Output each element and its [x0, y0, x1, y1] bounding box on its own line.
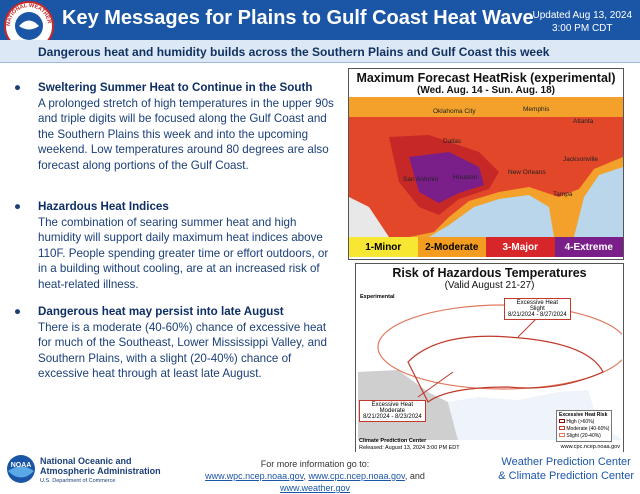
map-title: Maximum Forecast HeatRisk (experimental)	[356, 71, 616, 85]
legend-item: High (>60%)	[559, 419, 609, 426]
city-label: Dallas	[443, 138, 462, 145]
credit-center: Climate Prediction Center	[359, 438, 427, 444]
callout-title: Excessive Heat	[371, 402, 414, 408]
separator: , and	[404, 471, 425, 481]
city-labels: Oklahoma City Memphis Atlanta Dallas San Ant…	[348, 96, 624, 236]
credit-released: Released: August 13, 2024 3:00 PM EDT	[359, 444, 460, 451]
bullet-body: A prolonged stretch of high temperatures…	[38, 96, 334, 172]
city-label: Memphis	[523, 106, 550, 113]
callout: Excessive Heat Slight 8/21/2024 - 8/27/202…	[504, 298, 571, 320]
map-subtitle: (Wed. Aug. 14 - Sun. Aug. 18)	[417, 85, 555, 96]
bullet-body: The combination of searing summer heat a…	[38, 215, 329, 291]
bullet-dot: ●	[14, 200, 22, 213]
callout-title: Excessive Heat	[516, 300, 559, 306]
logo-text: NOAA	[11, 462, 32, 469]
updated-date: Updated Aug 13, 2024	[532, 10, 632, 21]
city-label: Tampa	[553, 191, 573, 198]
org-line: National Oceanic and	[40, 456, 132, 466]
dept: U.S. Department of Commerce	[40, 478, 116, 484]
cpc-legend: Excessive Heat Risk High (>60%) Moderate…	[556, 410, 613, 442]
more-info: For more information go to: www.wpc.ncep…	[180, 458, 450, 494]
center-line: & Climate Prediction Center	[498, 470, 634, 482]
header: NATIONAL WEATHER SERVICE Key Messages fo…	[0, 0, 640, 51]
more-label: For more information go to:	[260, 459, 370, 469]
title: Key Messages for Plains to Gulf Coast He…	[62, 7, 534, 29]
legend-item: Moderate (40-60%)	[559, 426, 609, 433]
callout-dates: 8/21/2024 - 8/23/2024	[363, 414, 422, 420]
noaa-name: National Oceanic and Atmospheric Administ…	[40, 456, 161, 486]
map-title: Risk of Hazardous Temperatures	[392, 266, 587, 280]
callout-dates: 8/21/2024 - 8/27/2024	[508, 312, 567, 318]
cpc-map: Risk of Hazardous Temperatures (Valid Au…	[355, 263, 624, 453]
bullet: ● Dangerous heat may persist into late Au…	[14, 304, 339, 382]
center-line: Weather Prediction Center	[501, 456, 631, 468]
map-subtitle: (Valid August 21-27)	[444, 280, 535, 291]
bullet: ● Sweltering Summer Heat to Continue in t…	[14, 80, 339, 174]
bullet-heading: Dangerous heat may persist into late Aug…	[38, 305, 284, 318]
subtitle: Dangerous heat and humidity builds acros…	[0, 40, 640, 63]
city-label: New Orleans	[508, 169, 546, 176]
bullet: ● Hazardous Heat Indices The combination o…	[14, 199, 339, 293]
callout-level: Moderate	[379, 408, 406, 414]
centers: Weather Prediction Center & Climate Predi…	[498, 455, 634, 483]
org-line: Atmospheric Administration	[40, 466, 161, 476]
legend-label: Slight (20-40%)	[566, 433, 601, 439]
bullet-dot: ●	[14, 81, 22, 94]
callout: Excessive Heat Moderate 8/21/2024 - 8/23/2…	[359, 400, 426, 422]
legend-label: Moderate (40-60%)	[566, 426, 610, 432]
bullet-body: There is a moderate (40-60%) chance of e…	[38, 320, 327, 381]
cpc-url: www.cpc.ncep.noaa.gov	[560, 444, 620, 450]
legend-item: 2-Moderate	[417, 237, 486, 257]
legend-label: High (>60%)	[566, 419, 595, 425]
seal: NATIONAL WEATHER SERVICE	[4, 1, 54, 51]
bullet-dot: ●	[14, 305, 22, 318]
updated: Updated Aug 13, 2024 3:00 PM CDT	[532, 9, 632, 35]
bullet-heading: Sweltering Summer Heat to Continue in th…	[38, 81, 313, 94]
city-label: Jacksonville	[563, 156, 599, 163]
noaa-logo: NOAA	[7, 455, 35, 483]
legend-title: Excessive Heat Risk	[559, 412, 608, 418]
map-tag: Experimental	[360, 294, 395, 300]
legend-item: 4-Extreme	[554, 237, 623, 257]
legend-item: 3-Major	[486, 237, 555, 257]
link[interactable]: www.cpc.ncep.noaa.gov	[308, 471, 405, 481]
updated-time: 3:00 PM CDT	[551, 23, 613, 34]
link[interactable]: www.weather.gov	[279, 483, 351, 493]
footer: NOAA National Oceanic and Atmospheric Adm…	[0, 452, 640, 493]
city-label: San Antonio	[403, 176, 439, 183]
city-label: Houston	[453, 174, 478, 181]
legend: 1-Minor 2-Moderate 3-Major 4-Extreme	[349, 237, 623, 257]
map	[349, 97, 623, 237]
link[interactable]: www.wpc.ncep.noaa.gov	[205, 471, 304, 481]
cpc-credit: Climate Prediction Center Released: Augus…	[359, 438, 460, 451]
separator: ,	[303, 471, 309, 481]
callout-level: Slight	[529, 306, 545, 312]
legend-item: 1-Minor	[349, 237, 418, 257]
bullet-heading: Hazardous Heat Indices	[38, 200, 169, 213]
heatrisk-map: Maximum Forecast HeatRisk (experimental)…	[348, 68, 624, 260]
legend-item: Slight (20-40%)	[559, 433, 609, 440]
city-label: Oklahoma City	[433, 108, 476, 115]
city-label: Atlanta	[573, 118, 594, 125]
